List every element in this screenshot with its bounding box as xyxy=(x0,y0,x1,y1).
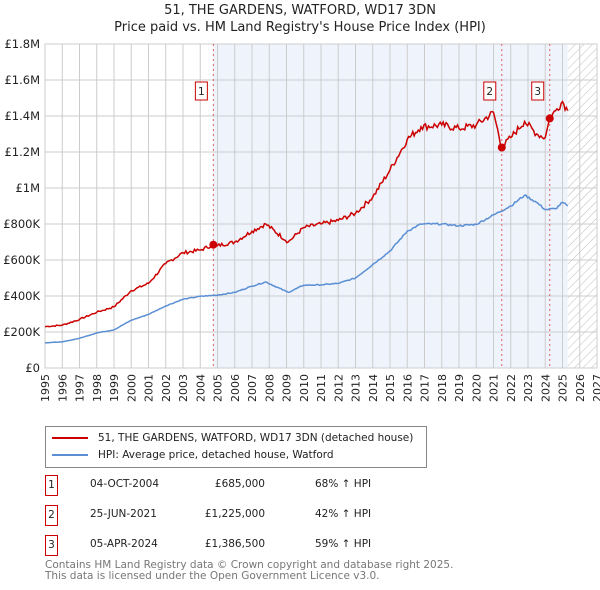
x-tick-label: 2002 xyxy=(160,374,173,402)
sale-row: 3 05-APR-2024 £1,386,500 59% ↑ HPI xyxy=(45,535,445,557)
sale-point xyxy=(497,143,506,152)
x-tick-label: 2015 xyxy=(384,374,397,402)
y-tick-label: £1.8M xyxy=(4,37,40,51)
forecast-hatch xyxy=(567,44,597,368)
x-tick-label: 2024 xyxy=(539,374,552,402)
x-tick-label: 1997 xyxy=(74,374,87,402)
sale-point xyxy=(209,240,218,249)
sale-date: 04-OCT-2004 xyxy=(90,478,159,490)
sale-hpi-change: 59% ↑ HPI xyxy=(315,538,372,550)
x-tick-label: 2019 xyxy=(453,374,466,402)
y-tick-label: £1.6M xyxy=(4,73,40,87)
x-tick-label: 2021 xyxy=(488,374,501,402)
x-tick-label: 2007 xyxy=(246,374,259,402)
y-tick-label: £200K xyxy=(3,325,40,339)
sale-marker-badge: 3 xyxy=(45,535,58,556)
x-tick-label: 1996 xyxy=(56,374,69,402)
x-tick-label: 2027 xyxy=(591,374,600,402)
sale-hpi-change: 68% ↑ HPI xyxy=(315,478,372,490)
chart-subtitle: Price paid vs. HM Land Registry's House … xyxy=(114,20,486,35)
x-tick-label: 2018 xyxy=(436,374,449,402)
x-tick-label: 2008 xyxy=(263,374,276,402)
sale-row: 1 04-OCT-2004 £685,000 68% ↑ HPI xyxy=(45,475,445,497)
footer-line: Contains HM Land Registry data © Crown c… xyxy=(45,559,454,571)
y-tick-label: £1M xyxy=(15,181,40,195)
x-tick-label: 2004 xyxy=(194,374,207,402)
x-tick-label: 2009 xyxy=(281,374,294,402)
y-tick-label: £1.2M xyxy=(4,145,40,159)
x-tick-label: 2005 xyxy=(212,374,225,402)
sale-price: £1,225,000 xyxy=(204,508,265,520)
sale-date: 05-APR-2024 xyxy=(90,538,158,550)
x-tick-label: 1999 xyxy=(108,374,121,402)
footer: Contains HM Land Registry data © Crown c… xyxy=(45,560,453,582)
x-tick-label: 2022 xyxy=(505,374,518,402)
sale-price: £1,386,500 xyxy=(204,538,265,550)
sale-marker-badge: 1 xyxy=(45,475,58,496)
x-tick-label: 2010 xyxy=(298,374,311,402)
x-tick-label: 2020 xyxy=(470,374,483,402)
sale-label-box xyxy=(483,81,497,101)
legend-item-hpi: HPI: Average price, detached house, Watf… xyxy=(52,447,334,463)
legend-item-property: 51, THE GARDENS, WATFORD, WD17 3DN (deta… xyxy=(52,430,413,446)
x-tick-label: 2006 xyxy=(229,374,242,402)
x-tick-label: 2026 xyxy=(574,374,587,402)
property-price-line xyxy=(44,100,569,328)
legend-label: 51, THE GARDENS, WATFORD, WD17 3DN (deta… xyxy=(98,432,414,444)
x-tick-label: 2014 xyxy=(367,374,380,402)
x-tick-label: 2000 xyxy=(125,374,138,402)
sale-hpi-change: 42% ↑ HPI xyxy=(315,508,372,520)
sale-label: 1 xyxy=(198,86,205,98)
y-tick-label: £600K xyxy=(3,253,40,267)
x-tick-label: 2013 xyxy=(350,374,363,402)
y-tick-label: £400K xyxy=(3,289,40,303)
x-tick-label: 2012 xyxy=(332,374,345,402)
x-tick-label: 2016 xyxy=(401,374,414,402)
shaded-period xyxy=(213,44,568,368)
chart-title: 51, THE GARDENS, WATFORD, WD17 3DN xyxy=(164,3,436,18)
x-tick-label: 2001 xyxy=(143,374,156,402)
y-tick-label: £0 xyxy=(25,361,40,375)
x-tick-label: 2011 xyxy=(315,374,328,402)
x-tick-label: 2003 xyxy=(177,374,190,402)
legend-swatch-red xyxy=(52,437,88,439)
sale-label: 2 xyxy=(486,86,493,98)
sale-marker-badge: 2 xyxy=(45,505,58,526)
plot-frame xyxy=(44,43,598,369)
sale-date: 25-JUN-2021 xyxy=(90,508,157,520)
legend-label: HPI: Average price, detached house, Watf… xyxy=(98,449,334,461)
footer-line: This data is licensed under the Open Gov… xyxy=(45,570,380,582)
x-tick-label: 1998 xyxy=(91,374,104,402)
sale-label-box xyxy=(531,81,545,101)
y-tick-label: £1.4M xyxy=(4,109,40,123)
x-tick-label: 2025 xyxy=(557,374,570,402)
sale-point xyxy=(545,114,554,123)
y-tick-label: £800K xyxy=(3,217,40,231)
x-tick-label: 1995 xyxy=(39,374,52,402)
legend: 51, THE GARDENS, WATFORD, WD17 3DN (deta… xyxy=(45,426,427,468)
price-chart: 1995 1996 1997 1998 1999 2000 2001 2002 2003 2004… xyxy=(3,37,600,402)
x-tick-label: 2023 xyxy=(522,374,535,402)
x-tick-label: 2017 xyxy=(419,374,432,402)
legend-swatch-blue xyxy=(52,454,88,456)
sale-label-box xyxy=(194,81,208,101)
sale-label: 3 xyxy=(534,86,541,98)
sale-row: 2 25-JUN-2021 £1,225,000 42% ↑ HPI xyxy=(45,505,445,527)
sale-price: £685,000 xyxy=(214,478,265,490)
hpi-line xyxy=(44,194,569,344)
